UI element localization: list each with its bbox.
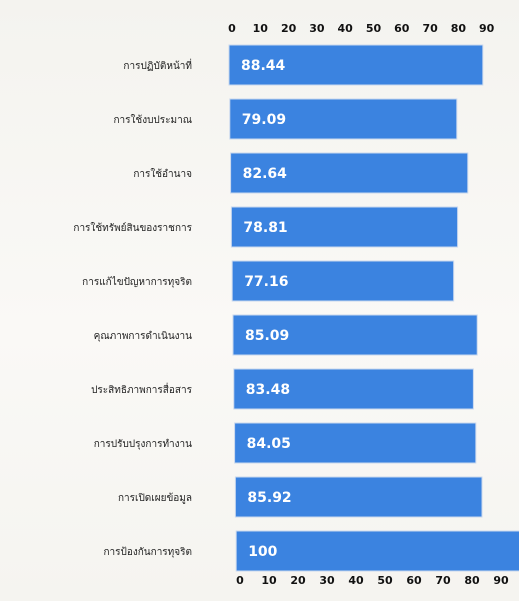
bottom-tick-label: 20: [290, 574, 306, 587]
top-tick-label: 60: [394, 22, 410, 35]
bar-value-label: 85.09: [245, 328, 289, 344]
bar-8: [234, 422, 477, 464]
bar-value-label: 79.09: [242, 112, 286, 128]
category-label: การใช้อำนาจ: [133, 168, 192, 180]
bottom-tick-label: 30: [319, 574, 335, 587]
bottom-tick-label: 40: [348, 574, 364, 587]
bar-value-label: 100: [248, 544, 277, 560]
top-tick-label: 10: [253, 22, 269, 35]
bar-2: [229, 98, 458, 140]
bottom-tick-label: 50: [377, 574, 393, 587]
bar-value-label: 84.05: [247, 436, 291, 452]
category-label: การปรับปรุงการทำงาน: [94, 439, 192, 450]
top-tick-label: 50: [366, 22, 382, 35]
bar-value-label: 85.92: [247, 490, 291, 506]
category-label: การปฏิบัติหน้าที่: [123, 58, 192, 72]
top-tick-label: 40: [338, 22, 354, 35]
bar-10: [235, 530, 519, 572]
bar-7: [233, 368, 474, 410]
category-labels: การปฏิบัติหน้าที่การใช้งบประมาณการใช้อำน…: [73, 58, 192, 558]
category-label: การใช้ทรัพย์สินของราชการ: [73, 222, 192, 234]
top-tick-label: 80: [451, 22, 467, 35]
bottom-tick-label: 60: [406, 574, 422, 587]
category-label: คุณภาพการดำเนินงาน: [94, 331, 193, 342]
bars-group: 88.44 79.09 82.64 78.81 77.16 85.09 83.48 84.05…: [228, 44, 519, 572]
bar-3: [230, 152, 469, 194]
bar-1: [228, 44, 484, 86]
bar-value-label: 82.64: [243, 166, 288, 182]
top-tick-label: 90: [479, 22, 495, 35]
bottom-tick-label: 90: [493, 574, 509, 587]
bar-value-label: 83.48: [246, 382, 290, 398]
bar-5: [231, 260, 455, 302]
category-label: การป้องกันการทุจริต: [103, 546, 192, 558]
bottom-tick-label: 10: [261, 574, 277, 587]
category-label: การเปิดเผยข้อมูล: [118, 492, 192, 504]
bar-value-label: 88.44: [241, 58, 286, 74]
category-label: การใช้งบประมาณ: [113, 114, 192, 126]
bottom-tick-label: 80: [464, 574, 480, 587]
top-tick-label: 0: [228, 22, 236, 35]
bottom-x-axis: 0 10 20 30 40 50 60 70 80 90: [236, 574, 509, 587]
category-label: ประสิทธิภาพการสื่อสาร: [91, 382, 193, 396]
bar-value-label: 77.16: [244, 274, 288, 290]
category-label: การแก้ไขปัญหาการทุจริต: [82, 276, 192, 288]
bar-9: [234, 476, 483, 518]
top-tick-label: 20: [281, 22, 297, 35]
bar-value-label: 78.81: [243, 220, 287, 236]
bottom-tick-label: 0: [236, 574, 244, 587]
bottom-tick-label: 70: [435, 574, 451, 587]
bar-4: [230, 206, 459, 248]
bar-6: [232, 314, 478, 356]
top-tick-label: 30: [309, 22, 325, 35]
top-x-axis: 0 10 20 30 40 50 60 70 80 90: [228, 22, 495, 35]
top-tick-label: 70: [422, 22, 438, 35]
